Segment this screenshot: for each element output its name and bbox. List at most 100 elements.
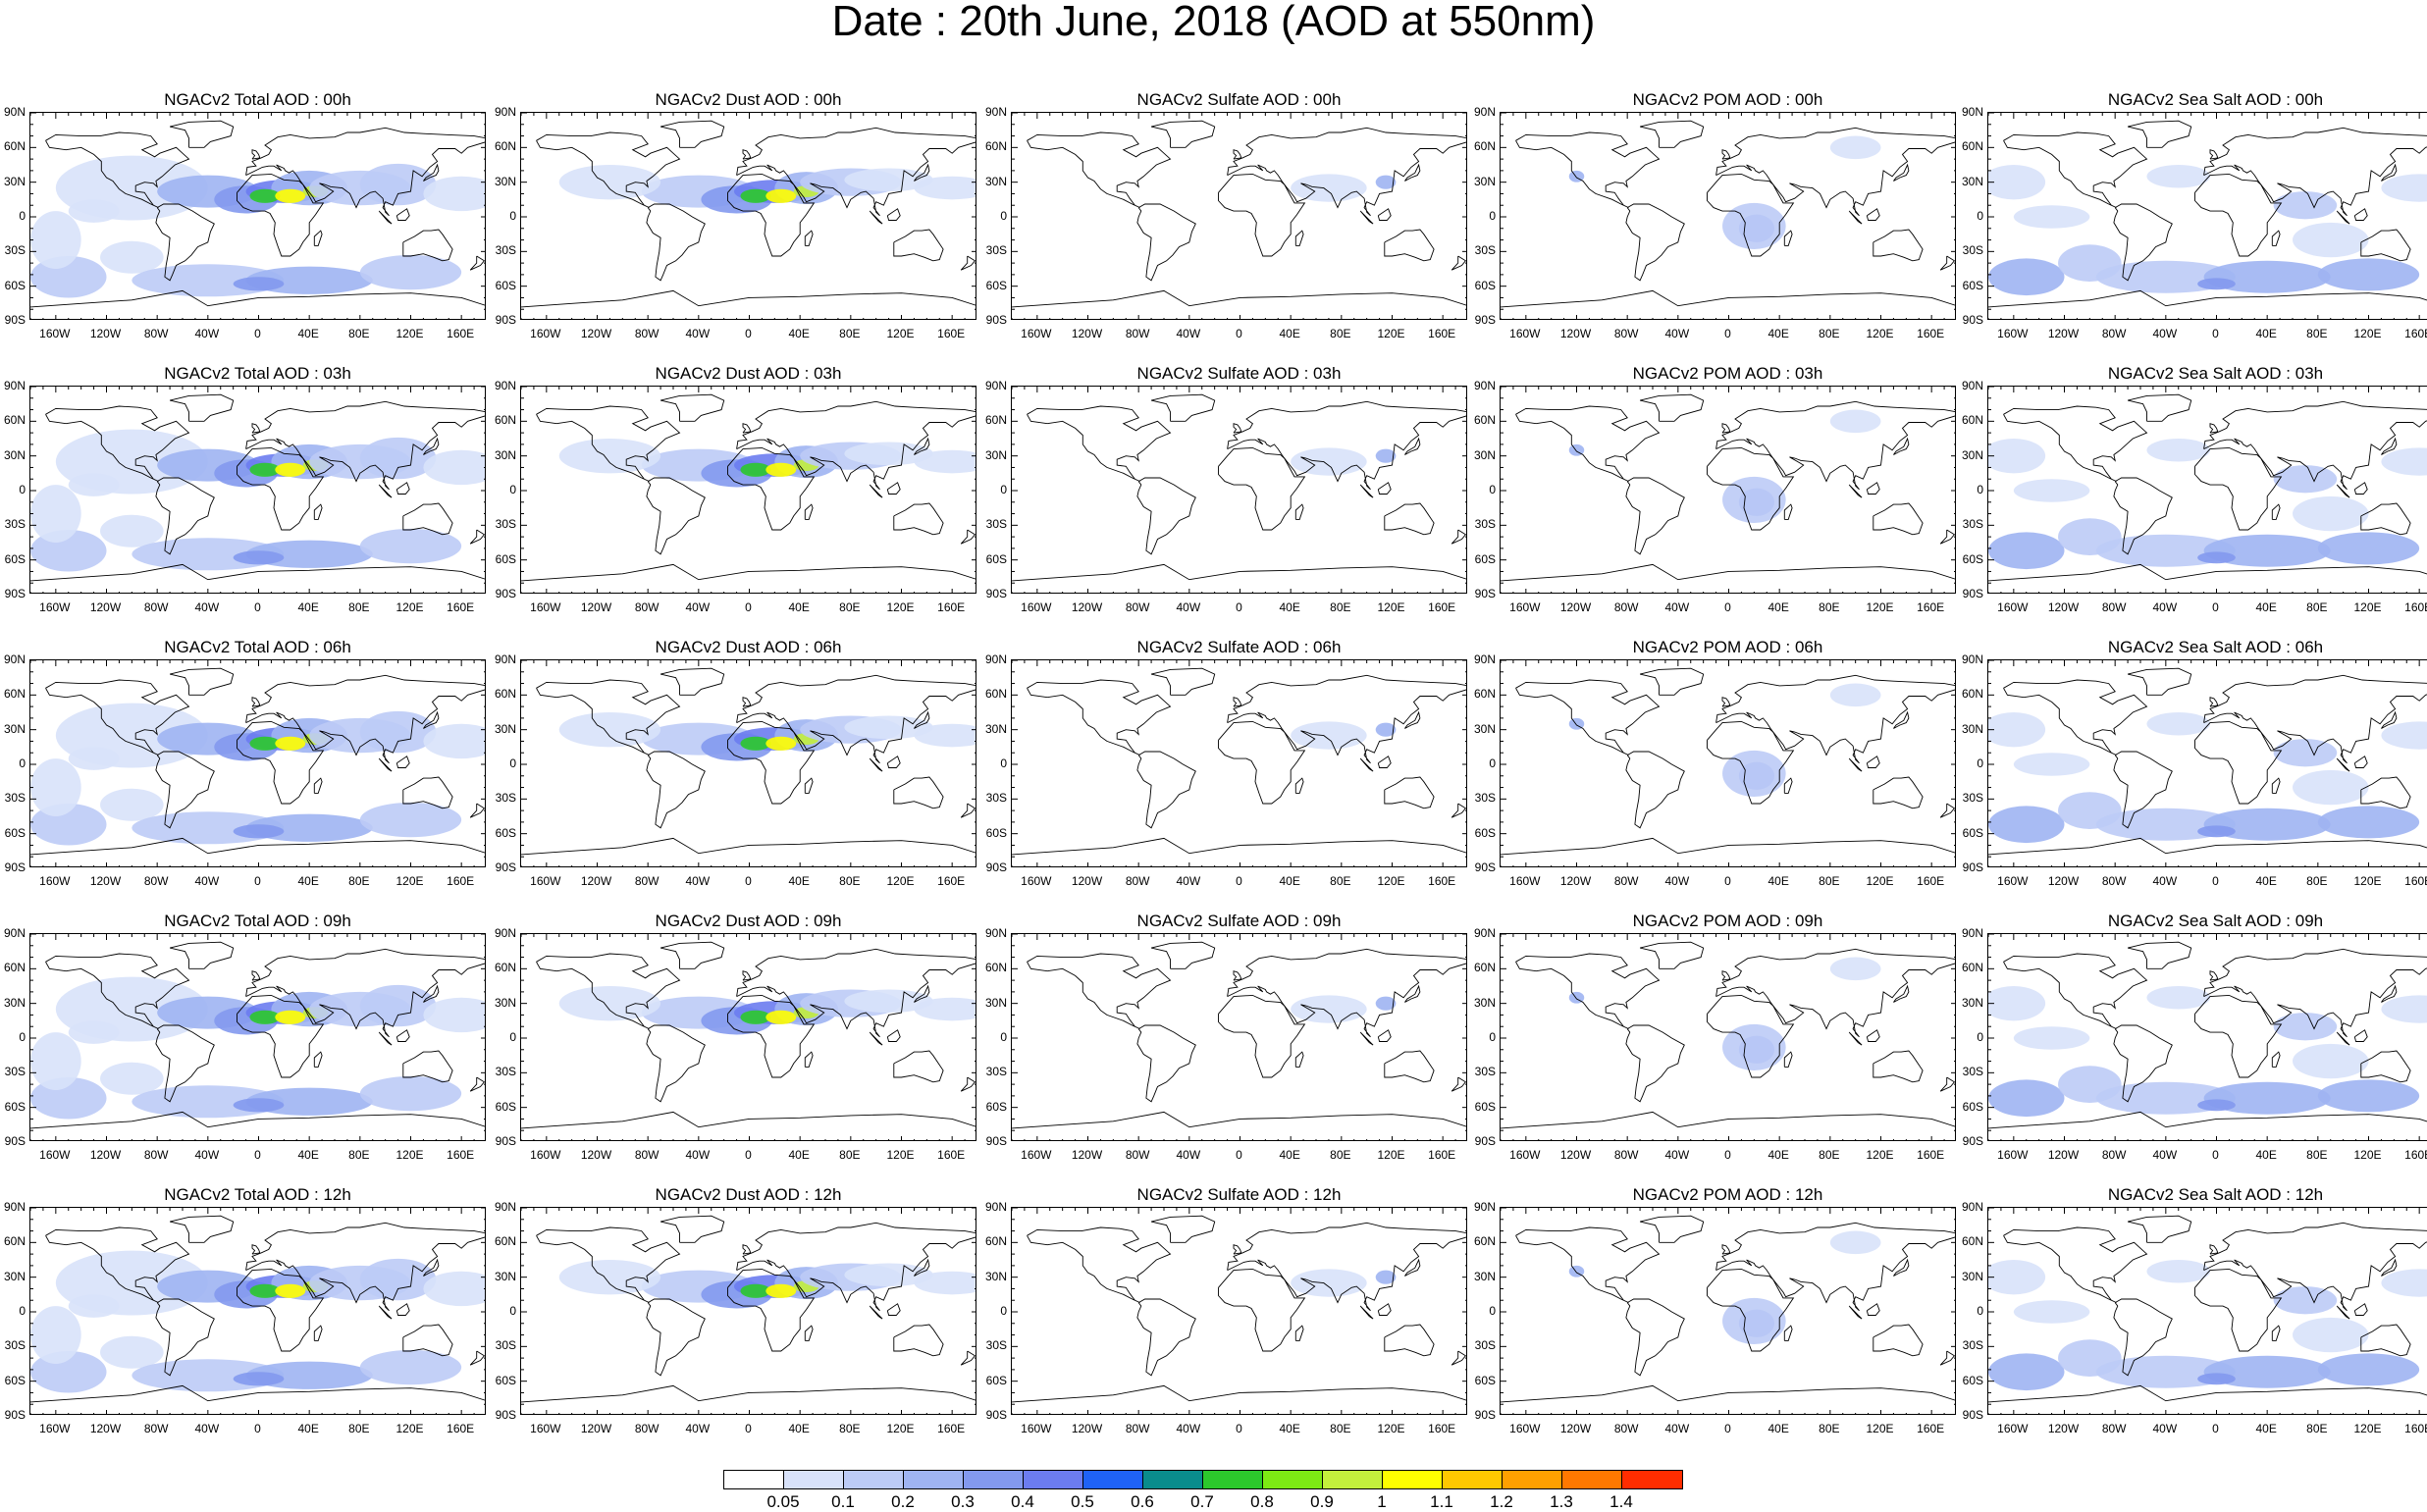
lon-label: 80E xyxy=(839,874,861,888)
coastline xyxy=(45,953,190,1030)
panel-title: NGACv2 Total AOD : 12h xyxy=(164,1185,351,1204)
map-canvas xyxy=(30,934,485,1140)
lat-label: 60N xyxy=(1961,961,1983,975)
map-canvas xyxy=(521,113,976,319)
aod-patch xyxy=(740,462,771,477)
coastline xyxy=(1384,776,1435,809)
coastline xyxy=(45,405,190,483)
lon-label: 80W xyxy=(634,600,660,614)
coastline xyxy=(1783,1051,1793,1068)
coastline xyxy=(742,970,752,981)
aod-patch xyxy=(249,462,281,477)
aod-patch xyxy=(275,462,306,477)
lon-label: 160E xyxy=(447,1148,475,1162)
coastline xyxy=(1873,502,1924,536)
coastline xyxy=(237,446,325,531)
lon-label: 80W xyxy=(2101,327,2127,340)
aod-patch xyxy=(100,240,164,274)
coastline xyxy=(2113,1298,2173,1377)
coastline xyxy=(245,1222,485,1312)
aod-patch xyxy=(2293,1317,2369,1353)
coastline xyxy=(646,477,706,555)
lon-label: 160E xyxy=(1917,327,1945,340)
coastline xyxy=(30,837,485,856)
coastline xyxy=(1848,1305,1863,1320)
lon-label: 120W xyxy=(580,327,612,340)
coastline xyxy=(1715,1222,1955,1312)
aod-patch xyxy=(1375,722,1397,737)
lon-label: 160W xyxy=(1997,327,2029,340)
aod-patch xyxy=(1722,750,1786,797)
lon-label: 80E xyxy=(348,874,370,888)
aod-patch xyxy=(359,710,437,754)
aod-patch xyxy=(1722,476,1786,523)
coastline xyxy=(1639,393,1705,422)
aod-patch xyxy=(1988,439,2046,474)
coastline xyxy=(1866,208,1880,221)
lon-label: 40E xyxy=(297,1148,319,1162)
coastline xyxy=(1136,1024,1196,1103)
coastline xyxy=(1515,131,1661,209)
aod-patch xyxy=(2273,465,2338,494)
coastline xyxy=(1384,1050,1435,1083)
colorbar-box xyxy=(1143,1471,1203,1488)
map-panel: NGACv2 POM AOD : 03h 90N 60N 30N 0 30S 60S 90S 1… xyxy=(1474,364,1990,639)
lat-label: 60N xyxy=(1473,413,1496,428)
lon-label: 120E xyxy=(2353,874,2382,888)
coastline xyxy=(402,502,453,536)
coastline xyxy=(251,149,261,160)
colorbar-box xyxy=(1443,1471,1503,1488)
colorbar-box xyxy=(1024,1471,1083,1488)
aod-patch xyxy=(275,736,306,751)
panel-title: NGACv2 POM AOD : 06h xyxy=(1632,638,1823,656)
lat-label: 0 xyxy=(19,756,26,770)
coastline xyxy=(646,1024,706,1103)
coastline xyxy=(313,503,323,520)
lat-label: 30S xyxy=(1962,791,1983,806)
coastline xyxy=(1012,837,1466,856)
coastline xyxy=(960,1350,976,1366)
lon-label: 80E xyxy=(839,1422,861,1435)
coastline xyxy=(536,1226,681,1304)
coastline xyxy=(396,482,410,495)
coastline xyxy=(2127,393,2192,422)
panel-title: NGACv2 Dust AOD : 03h xyxy=(655,364,842,383)
map-canvas xyxy=(30,387,485,593)
world-map xyxy=(1987,1207,2427,1415)
coastline xyxy=(1136,477,1196,555)
aod-patch xyxy=(765,188,797,203)
lon-label: 120W xyxy=(89,1422,122,1435)
coastline xyxy=(742,697,752,707)
coastline xyxy=(423,710,440,729)
lat-label: 30S xyxy=(1962,1338,1983,1353)
coastline xyxy=(2003,405,2148,483)
coastline xyxy=(521,1384,976,1403)
panel-title: NGACv2 Sulfate AOD : 00h xyxy=(1136,90,1342,109)
coastline xyxy=(1501,1384,1955,1403)
lon-label: 160E xyxy=(447,327,475,340)
lat-label: 90S xyxy=(1962,860,1983,874)
coastline xyxy=(1404,984,1421,1003)
coastline xyxy=(1404,437,1421,455)
coastline xyxy=(30,289,485,308)
lat-label: 90N xyxy=(1473,652,1496,666)
colorbar-label: 0.2 xyxy=(891,1492,915,1511)
aod-patch xyxy=(2203,260,2331,293)
coastline xyxy=(469,1076,485,1092)
coastline xyxy=(1501,837,1955,856)
coastline xyxy=(2003,131,2148,209)
coastline xyxy=(1715,948,1955,1038)
aod-patch xyxy=(275,1010,306,1024)
lat-label: 60N xyxy=(3,413,26,428)
coastline xyxy=(2113,477,2173,555)
lon-label: 160E xyxy=(1917,1148,1945,1162)
lat-label: 60S xyxy=(495,1373,516,1387)
lon-label: 40W xyxy=(194,874,220,888)
coastline xyxy=(1988,289,2427,308)
lat-label: 90S xyxy=(495,860,516,874)
aod-patch xyxy=(740,1283,771,1298)
lon-label: 0 xyxy=(2212,1148,2219,1162)
coastline xyxy=(1150,667,1216,696)
lat-label: 30N xyxy=(3,174,26,188)
coastline xyxy=(2194,994,2283,1078)
